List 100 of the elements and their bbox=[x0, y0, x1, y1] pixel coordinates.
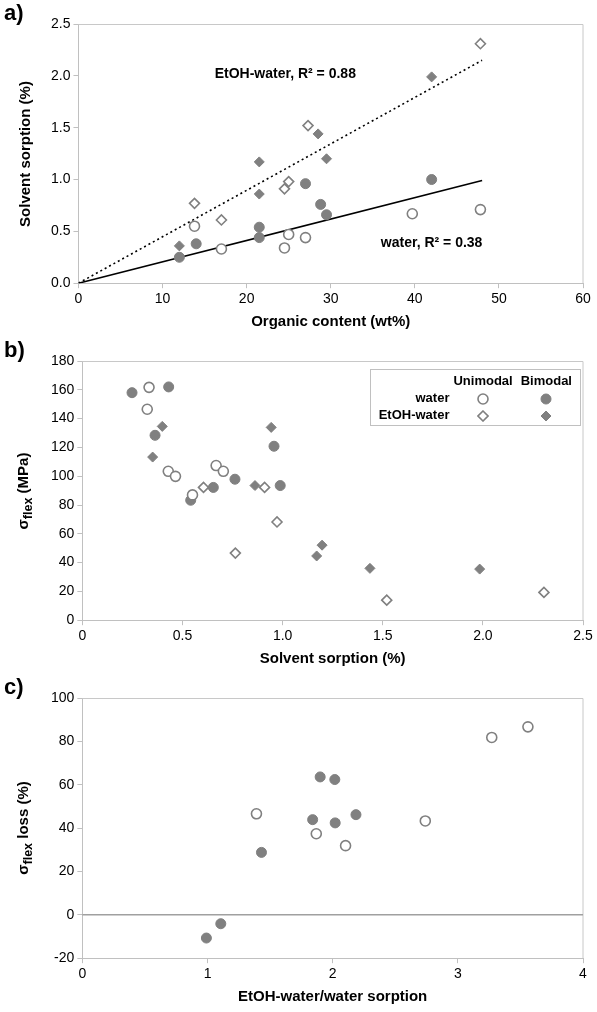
x-tick-label: 4 bbox=[579, 965, 588, 982]
y-tick-label: 60 bbox=[58, 775, 75, 792]
point bbox=[380, 594, 393, 606]
point bbox=[190, 238, 202, 250]
y-tick-label: 2.0 bbox=[50, 66, 71, 83]
y-tick-label: 40 bbox=[58, 818, 75, 835]
point bbox=[426, 71, 438, 83]
point bbox=[258, 481, 271, 494]
point bbox=[315, 198, 327, 210]
x-tick-label: 0.5 bbox=[172, 627, 193, 644]
y-tick-label: 80 bbox=[58, 732, 75, 749]
y-tick-label: 1.5 bbox=[50, 118, 71, 135]
point bbox=[186, 489, 199, 501]
point bbox=[143, 381, 155, 394]
x-tick-label: 40 bbox=[407, 290, 423, 307]
point bbox=[147, 451, 159, 463]
annotation: water, R² = 0.38 bbox=[380, 233, 483, 250]
point bbox=[249, 480, 261, 492]
point bbox=[253, 156, 265, 168]
point bbox=[229, 547, 242, 559]
point bbox=[474, 203, 487, 216]
point bbox=[299, 231, 312, 244]
x-axis-title: Organic content (wt%) bbox=[251, 312, 411, 330]
x-axis-title: Solvent sorption (%) bbox=[259, 649, 406, 667]
point bbox=[197, 481, 210, 494]
chart-title: a) bbox=[4, 0, 24, 26]
point bbox=[339, 839, 352, 852]
point bbox=[474, 37, 487, 50]
point bbox=[265, 421, 277, 433]
y-tick-label: 140 bbox=[51, 409, 75, 426]
x-tick-label: 10 bbox=[154, 290, 171, 307]
y-axis-title: Solvent sorption (%) bbox=[15, 80, 33, 227]
y-tick-label: -20 bbox=[54, 949, 75, 966]
point bbox=[364, 562, 376, 574]
legend-label: EtOH-water bbox=[377, 406, 450, 423]
point bbox=[217, 465, 230, 478]
point bbox=[314, 771, 326, 783]
point bbox=[210, 459, 222, 472]
point bbox=[229, 473, 241, 485]
point bbox=[188, 197, 201, 210]
point bbox=[253, 221, 265, 233]
point bbox=[149, 429, 161, 441]
point bbox=[282, 175, 295, 188]
point bbox=[188, 220, 201, 232]
y-tick-label: 60 bbox=[58, 524, 75, 541]
point bbox=[300, 178, 311, 190]
x-tick-label: 50 bbox=[491, 290, 507, 307]
point bbox=[215, 214, 228, 226]
y-tick-label: 100 bbox=[51, 467, 75, 484]
point bbox=[253, 232, 265, 244]
point bbox=[329, 817, 341, 829]
point bbox=[329, 774, 341, 786]
point bbox=[321, 209, 333, 221]
point bbox=[215, 918, 227, 930]
point bbox=[126, 387, 138, 399]
point bbox=[173, 240, 185, 252]
point bbox=[271, 516, 283, 528]
point bbox=[282, 228, 295, 241]
point bbox=[406, 207, 419, 220]
y-tick-label: 20 bbox=[58, 582, 75, 599]
point bbox=[485, 731, 498, 744]
point bbox=[163, 381, 175, 393]
point bbox=[316, 539, 328, 551]
x-tick-label: 2.5 bbox=[573, 627, 593, 644]
y-tick-label: 0 bbox=[66, 611, 75, 628]
point bbox=[278, 242, 291, 254]
annotation: Unimodal bbox=[452, 372, 514, 389]
y-tick-label: 2.5 bbox=[50, 14, 71, 31]
y-tick-label: 0 bbox=[66, 905, 75, 922]
x-tick-label: 0 bbox=[78, 627, 87, 644]
x-tick-label: 2.0 bbox=[473, 627, 493, 644]
point bbox=[200, 932, 212, 944]
annotation: EtOH-water, R² = 0.88 bbox=[214, 65, 356, 82]
point bbox=[278, 183, 291, 195]
x-tick-label: 1 bbox=[203, 965, 212, 982]
point bbox=[419, 815, 432, 827]
point bbox=[321, 153, 333, 165]
point bbox=[156, 420, 168, 432]
point bbox=[173, 251, 185, 263]
x-tick-label: 3 bbox=[453, 965, 462, 982]
point bbox=[207, 481, 219, 493]
point bbox=[268, 440, 280, 452]
point bbox=[253, 188, 265, 200]
y-tick-label: 0.5 bbox=[50, 222, 71, 239]
y-tick-label: 180 bbox=[51, 351, 75, 368]
y-tick-label: 0.0 bbox=[50, 274, 71, 291]
y-tick-label: 40 bbox=[58, 553, 75, 570]
point bbox=[215, 243, 228, 255]
y-tick-label: 1.0 bbox=[50, 170, 71, 187]
x-tick-label: 1.0 bbox=[272, 627, 293, 644]
point bbox=[350, 809, 362, 821]
y-tick-label: 120 bbox=[51, 438, 75, 455]
legend-label: water bbox=[414, 389, 450, 406]
annotation: Bimodal bbox=[519, 372, 573, 389]
x-tick-label: 30 bbox=[322, 290, 339, 307]
point bbox=[538, 586, 550, 599]
point bbox=[255, 846, 267, 858]
point bbox=[310, 827, 323, 840]
x-tick-label: 60 bbox=[575, 290, 591, 307]
point bbox=[250, 807, 263, 820]
